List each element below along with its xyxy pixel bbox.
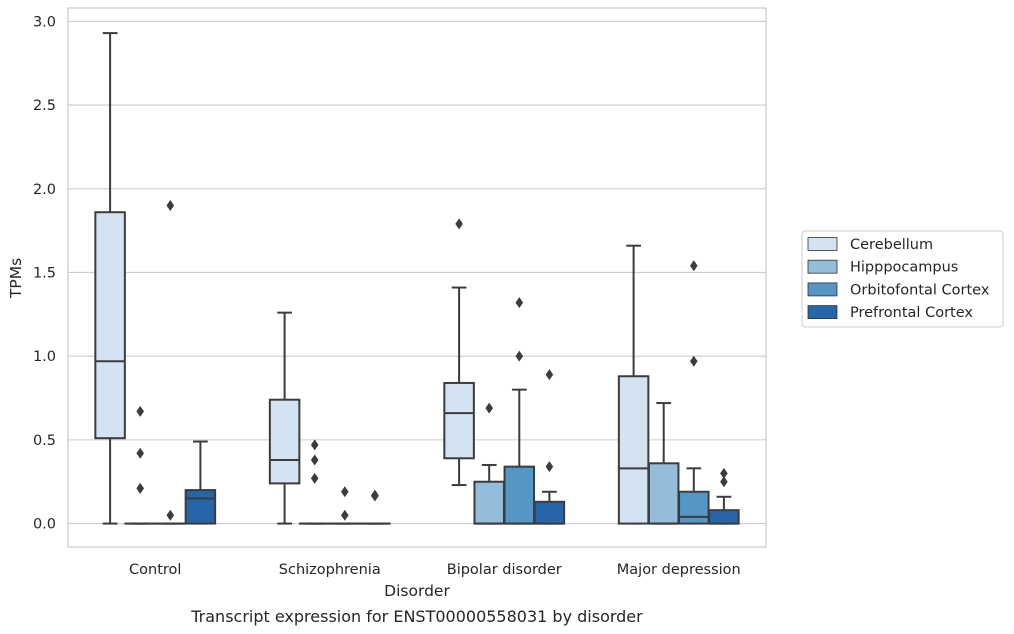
outlier-point xyxy=(545,369,554,381)
legend-entry: Orbitofontal Cortex xyxy=(850,282,990,298)
x-tick-label: Bipolar disorder xyxy=(447,562,562,578)
outlier-point xyxy=(310,454,319,466)
outlier-point xyxy=(720,476,728,488)
box-cerebellum-3 xyxy=(617,244,650,525)
box-hipppocampus-2 xyxy=(473,402,505,525)
y-tick-label: 0.0 xyxy=(33,517,56,533)
box-orbitofontal-cortex-2 xyxy=(503,297,536,525)
y-tick-label: 3.0 xyxy=(33,14,56,30)
x-tick-label: Schizophrenia xyxy=(279,562,381,578)
box-prefrontal-cortex-3 xyxy=(708,467,740,525)
box-cerebellum-2 xyxy=(443,218,475,487)
outlier-point xyxy=(310,472,319,484)
legend-entry: Prefrontal Cortex xyxy=(850,305,973,321)
x-tick-label: Control xyxy=(129,562,181,578)
box-orbitofontal-cortex-0 xyxy=(154,200,187,525)
box-iqr xyxy=(617,375,650,525)
box-orbitofontal-cortex-1 xyxy=(329,486,361,525)
chart-caption: Transcript expression for ENST0000055803… xyxy=(190,607,643,626)
outlier-point xyxy=(485,402,493,414)
y-tick-label: 2.0 xyxy=(33,182,56,198)
box-iqr xyxy=(184,489,217,525)
box-prefrontal-cortex-0 xyxy=(184,440,217,525)
outlier-point xyxy=(455,218,463,230)
y-tick-label: 1.5 xyxy=(33,265,56,281)
box-prefrontal-cortex-1 xyxy=(359,489,391,525)
plot-frame xyxy=(67,7,767,548)
box-iqr xyxy=(443,381,475,460)
y-axis-ticks: 0.0 0.5 1.0 1.5 2.0 2.5 3.0 xyxy=(33,14,56,532)
box-iqr xyxy=(268,398,301,485)
outlier-point xyxy=(720,467,728,479)
y-tick-label: 1.0 xyxy=(33,349,56,365)
box-layer xyxy=(94,32,740,525)
gridlines xyxy=(68,20,766,525)
x-tick-label: Major depression xyxy=(617,562,741,578)
x-axis-label: Disorder xyxy=(384,582,450,600)
box-orbitofontal-cortex-3 xyxy=(678,260,710,525)
outlier-point xyxy=(166,200,175,212)
legend: Cerebellum Hipppocampus Orbitofontal Corte… xyxy=(801,230,1004,328)
outlier-point xyxy=(136,405,144,417)
outlier-point xyxy=(136,482,144,494)
y-axis-label: TPMs xyxy=(7,258,25,299)
box-hipppocampus-3 xyxy=(647,402,680,525)
y-tick-label: 0.5 xyxy=(33,433,56,449)
outlier-point xyxy=(341,486,349,498)
box-cerebellum-0 xyxy=(94,32,126,525)
box-iqr xyxy=(533,500,566,525)
legend-swatch xyxy=(807,237,838,251)
box-iqr xyxy=(473,480,505,525)
outlier-point xyxy=(515,350,524,362)
legend-swatch xyxy=(807,305,838,320)
box-hipppocampus-0 xyxy=(124,405,156,525)
legend-swatch xyxy=(807,282,838,297)
box-iqr xyxy=(647,462,680,525)
outlier-point xyxy=(545,461,554,473)
outlier-point xyxy=(690,355,698,367)
box-cerebellum-1 xyxy=(268,311,301,525)
outlier-point xyxy=(136,447,144,459)
legend-entry: Cerebellum xyxy=(850,237,933,253)
legend-frame xyxy=(801,230,1004,328)
outlier-point xyxy=(166,509,175,521)
legend-entry: Hipppocampus xyxy=(850,260,958,276)
box-hipppocampus-1 xyxy=(298,439,331,525)
outlier-point xyxy=(371,490,379,502)
box-iqr xyxy=(708,509,740,525)
x-axis-ticks: Control Schizophrenia Bipolar disorder Majo… xyxy=(129,562,741,578)
y-tick-label: 2.5 xyxy=(33,98,56,114)
outlier-point xyxy=(310,439,319,451)
box-prefrontal-cortex-2 xyxy=(533,369,566,525)
outlier-point xyxy=(515,297,524,309)
legend-swatch xyxy=(807,259,838,274)
box-iqr xyxy=(678,490,710,525)
outlier-point xyxy=(690,260,698,272)
box-iqr xyxy=(503,465,536,525)
box-iqr xyxy=(94,211,126,440)
outlier-point xyxy=(341,509,349,521)
